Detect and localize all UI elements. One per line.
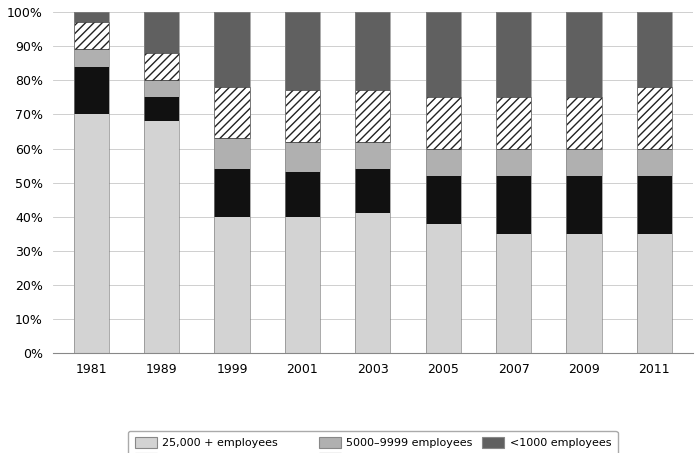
Bar	[355, 91, 391, 142]
Bar	[637, 87, 672, 149]
Bar	[426, 12, 461, 97]
Bar	[637, 234, 672, 353]
Bar	[144, 80, 179, 97]
Bar	[355, 12, 391, 353]
Bar	[637, 12, 672, 87]
Bar	[566, 176, 601, 234]
Bar	[144, 12, 179, 53]
Bar	[426, 97, 461, 149]
Bar	[285, 173, 320, 217]
Bar	[214, 169, 250, 217]
Bar	[426, 12, 461, 353]
Bar	[496, 176, 531, 234]
Bar	[426, 176, 461, 224]
Bar	[637, 149, 672, 176]
Bar	[214, 87, 250, 138]
Bar	[285, 12, 320, 91]
Bar	[496, 12, 531, 353]
Bar	[355, 142, 391, 169]
Bar	[285, 91, 320, 142]
Bar	[214, 138, 250, 169]
Bar	[74, 12, 109, 22]
Bar	[74, 22, 109, 49]
Bar	[566, 234, 601, 353]
Bar	[144, 12, 179, 353]
Bar	[496, 234, 531, 353]
Bar	[285, 142, 320, 173]
Bar	[214, 217, 250, 353]
Bar	[566, 149, 601, 176]
Bar	[566, 12, 601, 97]
Bar	[144, 97, 179, 121]
Bar	[496, 149, 531, 176]
Bar	[285, 12, 320, 353]
Bar	[74, 67, 109, 114]
Bar	[566, 97, 601, 149]
Bar	[214, 12, 250, 87]
Bar	[214, 12, 250, 353]
Bar	[637, 12, 672, 353]
Bar	[496, 12, 531, 97]
Bar	[426, 149, 461, 176]
Bar	[496, 97, 531, 149]
Bar	[144, 53, 179, 80]
Bar	[355, 12, 391, 91]
Bar	[355, 213, 391, 353]
Bar	[144, 121, 179, 353]
Bar	[74, 12, 109, 353]
Bar	[74, 114, 109, 353]
Legend: 25,000 + employees, 10,000–24,999 employees, 5000–9999 employees, 1000–4999 empl: 25,000 + employees, 10,000–24,999 employ…	[128, 431, 617, 453]
Bar	[426, 224, 461, 353]
Bar	[637, 176, 672, 234]
Bar	[285, 217, 320, 353]
Bar	[566, 12, 601, 353]
Bar	[355, 169, 391, 213]
Bar	[74, 49, 109, 67]
